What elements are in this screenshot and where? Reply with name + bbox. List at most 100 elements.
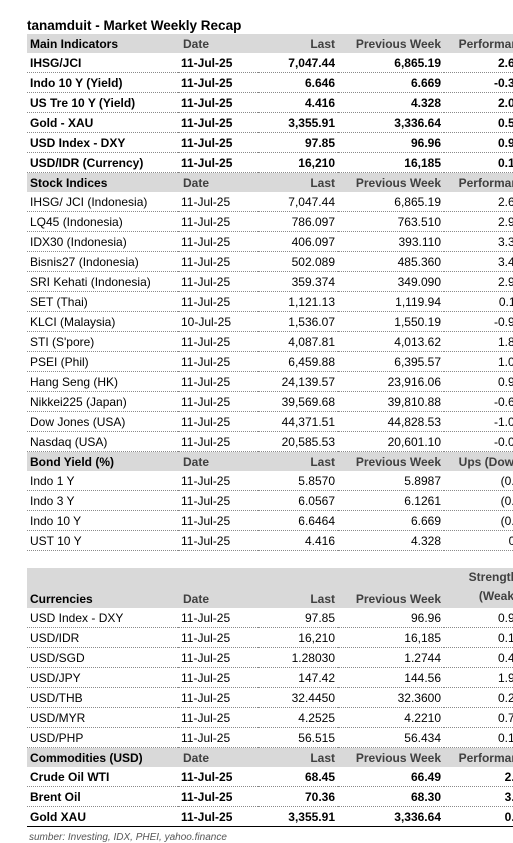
cell-last: 359.374 [258,271,338,292]
cell-change: -0.08% [444,431,513,452]
cell-change: -0.91% [444,311,513,332]
header-change: Performance [444,172,513,192]
header-change: Strengthen (Weaken) [444,568,513,608]
cell-change: -0.34% [444,72,513,93]
cell-change: 0.92% [444,608,513,628]
cell-last: 1.28030 [258,647,338,668]
cell-last: 16,210 [258,152,338,173]
table-row: IDX30 (Indonesia) 11-Jul-25 406.097 393.110… [27,231,513,252]
cell-change: -0.61% [444,391,513,412]
cell-date: 11-Jul-25 [178,371,258,392]
header-date: Date [178,172,258,192]
cell-previous-week: 1,119.94 [338,291,444,312]
cell-date: 11-Jul-25 [178,707,258,728]
cell-change: (0.04) [444,471,513,491]
cell-change: 0.11% [444,291,513,312]
cell-name: Indo 1 Y [27,471,178,491]
cell-previous-week: 6,865.19 [338,53,444,73]
cell-date: 11-Jul-25 [178,530,258,551]
cell-name: USD/PHP [27,727,178,748]
cell-date: 11-Jul-25 [178,231,258,252]
cell-previous-week: 4,013.62 [338,331,444,352]
cell-name: Gold XAU [27,806,178,827]
cell-date: 11-Jul-25 [178,411,258,432]
cell-name: PSEI (Phil) [27,351,178,372]
cell-previous-week: 6.669 [338,72,444,93]
cell-name: USD/THB [27,687,178,708]
cell-date: 11-Jul-25 [178,608,258,628]
cell-change: (0.07) [444,490,513,511]
cell-previous-week: 20,601.10 [338,431,444,452]
cell-name: Nasdaq (USA) [27,431,178,452]
cell-date: 11-Jul-25 [178,331,258,352]
header-last: Last [258,172,338,192]
header-previous-week: Previous Week [338,568,444,608]
cell-change: (0.02) [444,510,513,531]
cell-previous-week: 96.96 [338,608,444,628]
cell-last: 32.4450 [258,687,338,708]
cell-name: KLCI (Malaysia) [27,311,178,332]
table-row: PSEI (Phil)11-Jul-256,459.886,395.571.01… [27,351,513,372]
cell-change: 1.01% [444,351,513,372]
table-row: Indo 10 Y (Yield)11-Jul-256.6466.669-0.3… [27,72,513,93]
cell-date: 11-Jul-25 [178,727,258,748]
cell-date: 11-Jul-25 [178,806,258,827]
main-indicators-header: Main Indicators Date Last Previous Week Perf… [27,34,513,53]
cell-name: IHSG/JCI [27,53,178,73]
table-row: Hang Seng (HK) 11-Jul-25 24,139.57 23,916.0… [27,371,513,392]
cell-previous-week: 485.360 [338,251,444,272]
cell-date: 11-Jul-25 [178,667,258,688]
table-row: USD/IDR (Currency) 11-Jul-25 16,210 16,185 0… [27,152,513,173]
header-name: Main Indicators [27,34,178,53]
cell-previous-week: 6,865.19 [338,192,444,212]
cell-date: 11-Jul-25 [178,192,258,212]
cell-last: 44,371.51 [258,411,338,432]
cell-previous-week: 1,550.19 [338,311,444,332]
cell-last: 4.2525 [258,707,338,728]
cell-date: 11-Jul-25 [178,391,258,412]
cell-name: US Tre 10 Y (Yield) [27,92,178,113]
cell-change: 0.75% [444,707,513,728]
cell-last: 97.85 [258,132,338,153]
cell-name: IHSG/ JCI (Indonesia) [27,192,178,212]
cell-previous-week: 393.110 [338,231,444,252]
table-row: STI (S'pore)11-Jul-254,087.814,013.621.8… [27,331,513,352]
cell-previous-week: 3,336.64 [338,112,444,133]
cell-change: 2.96% [444,211,513,232]
cell-last: 7,047.44 [258,53,338,73]
table-row: Dow Jones (USA) 11-Jul-25 44,371.51 44,828.… [27,411,513,432]
cell-date: 11-Jul-25 [178,431,258,452]
cell-previous-week: 66.49 [338,767,444,787]
section-spacer [27,551,513,569]
cell-change: 3.30% [444,231,513,252]
report-title: tanamduit - Market Weekly Recap [27,18,242,33]
cell-last: 4.416 [258,530,338,551]
cell-date: 11-Jul-25 [178,132,258,153]
cell-last: 406.097 [258,231,338,252]
cell-name: USD Index - DXY [27,608,178,628]
cell-change: -1.02% [444,411,513,432]
cell-previous-week: 4.328 [338,530,444,551]
cell-date: 11-Jul-25 [178,471,258,491]
cell-name: Crude Oil WTI [27,767,178,787]
table-row: Bisnis27 (Indonesia) 11-Jul-25 502.089 485.… [27,251,513,272]
header-line-2: (Weaken) [478,589,513,603]
cell-date: 11-Jul-25 [178,211,258,232]
cell-name: USD/IDR [27,627,178,648]
cell-change: 1.98% [444,667,513,688]
cell-date: 11-Jul-25 [178,72,258,93]
bond-yield-header: Bond Yield (%) Date Last Previous Week Ups (… [27,451,513,471]
header-line-1: Strengthen [468,570,513,584]
cell-last: 6,459.88 [258,351,338,372]
header-previous-week: Previous Week [338,34,444,53]
header-date: Date [178,568,258,608]
